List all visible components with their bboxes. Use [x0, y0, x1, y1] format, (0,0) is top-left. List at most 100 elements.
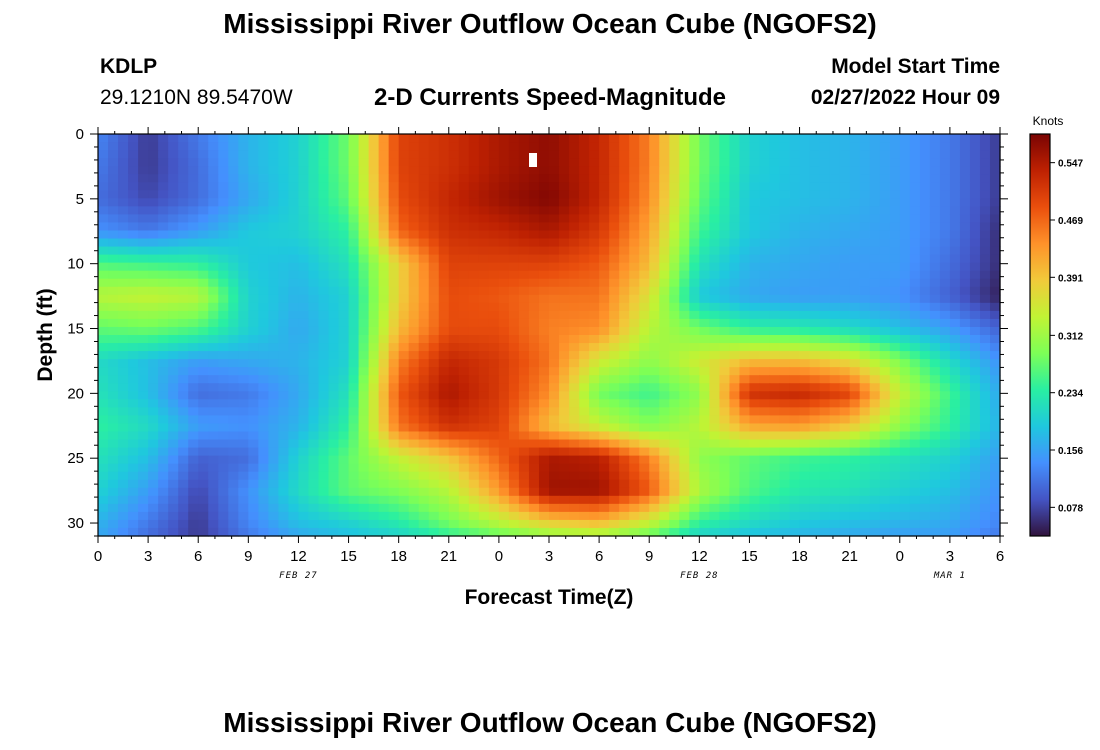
heatmap-cell [438, 487, 450, 497]
heatmap-cell [709, 318, 720, 328]
heatmap-cell [188, 527, 199, 537]
heatmap-cell [639, 527, 650, 537]
heatmap-cell [408, 455, 420, 465]
heatmap-cell [338, 150, 350, 159]
heatmap-cell [949, 198, 961, 207]
heatmap-cell [549, 318, 560, 328]
heatmap-cell [398, 310, 410, 320]
heatmap-cell [218, 198, 229, 207]
heatmap-cell [579, 198, 590, 207]
heatmap-cell [348, 375, 360, 384]
heatmap-cell [358, 431, 370, 441]
heatmap-cell [689, 399, 700, 408]
heatmap-cell [188, 278, 199, 288]
heatmap-cell [939, 310, 951, 320]
heatmap-cell [178, 511, 189, 521]
heatmap-cell [328, 399, 340, 408]
heatmap-cell [528, 463, 540, 473]
heatmap-cell [398, 375, 410, 384]
heatmap-cell [538, 238, 550, 248]
heatmap-cell [709, 198, 720, 207]
heatmap-cell [398, 278, 410, 288]
heatmap-cell [98, 278, 109, 288]
heatmap-cell [659, 190, 670, 199]
heatmap-cell [669, 254, 680, 264]
heatmap-cell [378, 214, 390, 224]
heatmap-cell [248, 495, 259, 505]
heatmap-cell [298, 230, 310, 240]
heatmap-cell [809, 134, 821, 143]
heatmap-cell [929, 230, 941, 240]
heatmap-cell [769, 318, 781, 328]
heatmap-cell [659, 214, 670, 224]
heatmap-cell [438, 238, 450, 248]
heatmap-cell [478, 439, 490, 449]
heatmap-cell [889, 286, 901, 296]
heatmap-cell [949, 142, 961, 151]
heatmap-cell [458, 134, 470, 143]
heatmap-cell [348, 455, 360, 465]
heatmap-cell [829, 270, 841, 280]
heatmap-cell [819, 383, 831, 392]
heatmap-cell [629, 230, 640, 240]
heatmap-cell [448, 134, 460, 143]
heatmap-cell [278, 511, 290, 521]
heatmap-cell [619, 286, 630, 296]
heatmap-cell [609, 519, 620, 529]
heatmap-cell [128, 246, 139, 256]
heatmap-cell [969, 527, 981, 537]
heatmap-cell [408, 246, 420, 256]
heatmap-cell [609, 214, 620, 224]
heatmap-cell [839, 415, 851, 425]
heatmap-cell [739, 351, 751, 360]
heatmap-cell [709, 335, 720, 344]
heatmap-cell [488, 158, 500, 167]
heatmap-cell [338, 519, 350, 529]
heatmap-cell [368, 503, 380, 513]
heatmap-cell [859, 174, 871, 183]
heatmap-cell [549, 495, 560, 505]
heatmap-cell [348, 302, 360, 312]
heatmap-cell [388, 230, 400, 240]
heatmap-cell [599, 335, 610, 344]
heatmap-cell [749, 527, 761, 537]
heatmap-cell [969, 415, 981, 425]
heatmap-cell [478, 238, 490, 248]
heatmap-cell [609, 318, 620, 328]
heatmap-cell [288, 383, 300, 392]
heatmap-cell [308, 431, 320, 441]
heatmap-cell [649, 351, 660, 360]
heatmap-cell [879, 174, 891, 183]
heatmap-cell [498, 479, 510, 489]
heatmap-cell [238, 278, 249, 288]
heatmap-cell [849, 463, 861, 473]
heatmap-cell [939, 318, 951, 328]
heatmap-cell [609, 182, 620, 191]
heatmap-cell [178, 206, 189, 215]
heatmap-cell [699, 359, 710, 368]
heatmap-cell [448, 503, 460, 513]
heatmap-cell [158, 383, 169, 392]
heatmap-cell [589, 511, 600, 521]
heatmap-cell [458, 415, 470, 425]
heatmap-cell [879, 455, 891, 465]
heatmap-cell [559, 214, 570, 224]
heatmap-cell [408, 479, 420, 489]
heatmap-cell [589, 254, 600, 264]
heatmap-cell [308, 166, 320, 175]
heatmap-cell [458, 166, 470, 175]
heatmap-cell [739, 182, 751, 191]
heatmap-cell [799, 310, 811, 320]
heatmap-cell [929, 238, 941, 248]
heatmap-cell [639, 471, 650, 481]
heatmap-cell [819, 190, 831, 199]
heatmap-cell [308, 351, 320, 360]
heatmap-cell [498, 511, 510, 521]
heatmap-cell [538, 302, 550, 312]
heatmap-cell [168, 335, 179, 344]
heatmap-cell [649, 206, 660, 215]
heatmap-cell [218, 511, 229, 521]
heatmap-cell [298, 134, 310, 143]
heatmap-cell [188, 166, 199, 175]
heatmap-cell [819, 134, 831, 143]
